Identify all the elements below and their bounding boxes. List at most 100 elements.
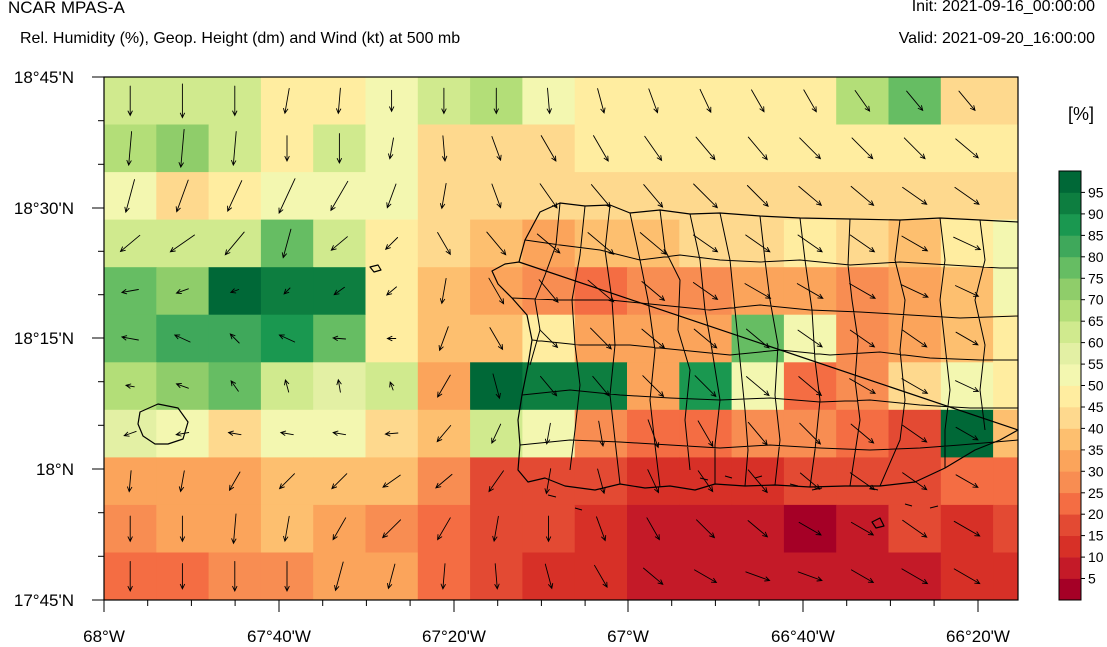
- wind-arrow: [437, 232, 451, 256]
- colorbar-swatch: [1059, 192, 1081, 215]
- wind-arrow: [228, 471, 241, 492]
- wind-arrow: [330, 180, 349, 212]
- wind-arrow: [644, 135, 663, 162]
- colorbar-swatch: [1059, 364, 1081, 386]
- lon-label: 68°W: [83, 627, 125, 646]
- wind-arrow: [903, 137, 926, 160]
- wind-arrow: [173, 334, 191, 343]
- wind-arrow: [331, 473, 348, 490]
- wind-arrow: [229, 333, 240, 344]
- desecheo-island: [369, 264, 382, 273]
- wind-arrow: [435, 473, 453, 489]
- wind-arrow: [384, 431, 399, 437]
- lon-label: 67°40'W: [247, 627, 311, 646]
- wind-arrow: [697, 470, 714, 493]
- colorbar-swatch: [1059, 428, 1081, 451]
- wind-arrow: [179, 563, 186, 590]
- wind-arrow: [900, 284, 929, 298]
- wind-arrow: [747, 520, 769, 538]
- colorbar-swatch: [1059, 235, 1081, 258]
- wind-arrow: [953, 236, 982, 251]
- wind-arrow: [332, 430, 347, 436]
- wind-arrow: [902, 424, 928, 443]
- wind-arrow: [127, 85, 133, 117]
- wind-arrow: [746, 376, 770, 397]
- wind-arrow: [381, 519, 402, 539]
- wind-arrow: [648, 88, 659, 114]
- wind-vectors: [119, 83, 982, 592]
- wind-arrow: [797, 234, 823, 253]
- colorbar-swatch: [1059, 407, 1081, 429]
- wind-arrow: [333, 286, 345, 296]
- colorbar-level-label: 15: [1088, 528, 1104, 544]
- wind-arrow: [545, 515, 552, 543]
- wind-arrow: [692, 282, 719, 300]
- wind-arrow: [227, 430, 242, 436]
- wind-arrow: [389, 89, 395, 113]
- field-description: Rel. Humidity (%), Geop. Height (dm) and…: [20, 30, 461, 47]
- colorbar: 5 10 15 20 25 30 35 40 45 50 55 60 65 70 75 80 85 90 95: [1058, 170, 1104, 601]
- wind-arrow: [849, 378, 877, 394]
- wind-arrow: [693, 328, 718, 349]
- wind-arrow: [386, 183, 397, 209]
- wind-arrow: [124, 179, 135, 214]
- lat-label: 18°30'N: [14, 199, 74, 218]
- wind-arrow: [224, 231, 245, 256]
- colorbar-swatch: [1059, 557, 1081, 579]
- wind-arrow: [745, 571, 771, 582]
- wind-arrow: [746, 328, 770, 349]
- wind-arrow: [955, 380, 980, 392]
- wind-arrow: [643, 567, 664, 585]
- wind-arrow: [387, 563, 396, 590]
- wind-arrow: [590, 184, 611, 208]
- wind-arrow: [850, 423, 875, 444]
- colorbar-level-label: 90: [1088, 206, 1104, 222]
- wind-arrow: [546, 87, 552, 115]
- wind-arrow: [384, 237, 399, 251]
- wind-arrow: [745, 234, 771, 253]
- colorbar-level-label: 30: [1088, 463, 1104, 479]
- colorbar-swatch: [1059, 492, 1081, 515]
- wind-arrow: [178, 470, 185, 493]
- wind-arrow: [539, 183, 558, 209]
- valid-time: Valid: 2021-09-20_16:00:00: [898, 30, 1095, 47]
- wind-arrow: [598, 420, 605, 448]
- wind-arrow: [336, 87, 342, 115]
- wind-arrow: [330, 236, 348, 251]
- wind-arrow: [694, 375, 717, 398]
- wind-arrow: [696, 519, 716, 539]
- wind-arrow: [544, 563, 554, 590]
- wind-arrow: [336, 133, 342, 165]
- humidity-cell: [993, 362, 1019, 411]
- wind-arrow: [488, 470, 504, 493]
- colorbar-level-label: 65: [1088, 313, 1104, 329]
- wind-arrow: [336, 378, 342, 393]
- wind-arrow: [494, 563, 500, 590]
- colorbar-level-label: 50: [1088, 378, 1104, 394]
- wind-arrow: [694, 569, 718, 584]
- colorbar-swatch: [1059, 278, 1081, 301]
- wind-arrow: [746, 185, 769, 208]
- wind-arrow: [647, 469, 659, 494]
- wind-arrow: [642, 375, 665, 398]
- lat-label: 18°45'N: [14, 68, 74, 87]
- wind-arrow: [231, 513, 237, 545]
- wind-arrow: [953, 520, 981, 537]
- wind-arrow: [597, 468, 606, 495]
- colorbar-swatch: [1059, 535, 1081, 558]
- colorbar-level-label: 70: [1088, 292, 1104, 308]
- wind-arrow: [647, 419, 660, 449]
- wind-arrow: [386, 335, 397, 342]
- wind-arrow: [175, 431, 190, 437]
- wind-arrow: [334, 561, 344, 592]
- wind-arrow: [854, 90, 871, 112]
- humidity-cell: [993, 219, 1019, 268]
- wind-arrow: [955, 426, 979, 441]
- wind-arrow: [486, 231, 507, 256]
- axis-ticks: [92, 76, 979, 612]
- wind-arrow: [284, 561, 290, 592]
- colorbar-level-label: 10: [1088, 549, 1104, 565]
- colorbar-level-label: 40: [1088, 420, 1104, 436]
- lon-label: 67°W: [607, 627, 649, 646]
- wind-arrow: [799, 422, 822, 445]
